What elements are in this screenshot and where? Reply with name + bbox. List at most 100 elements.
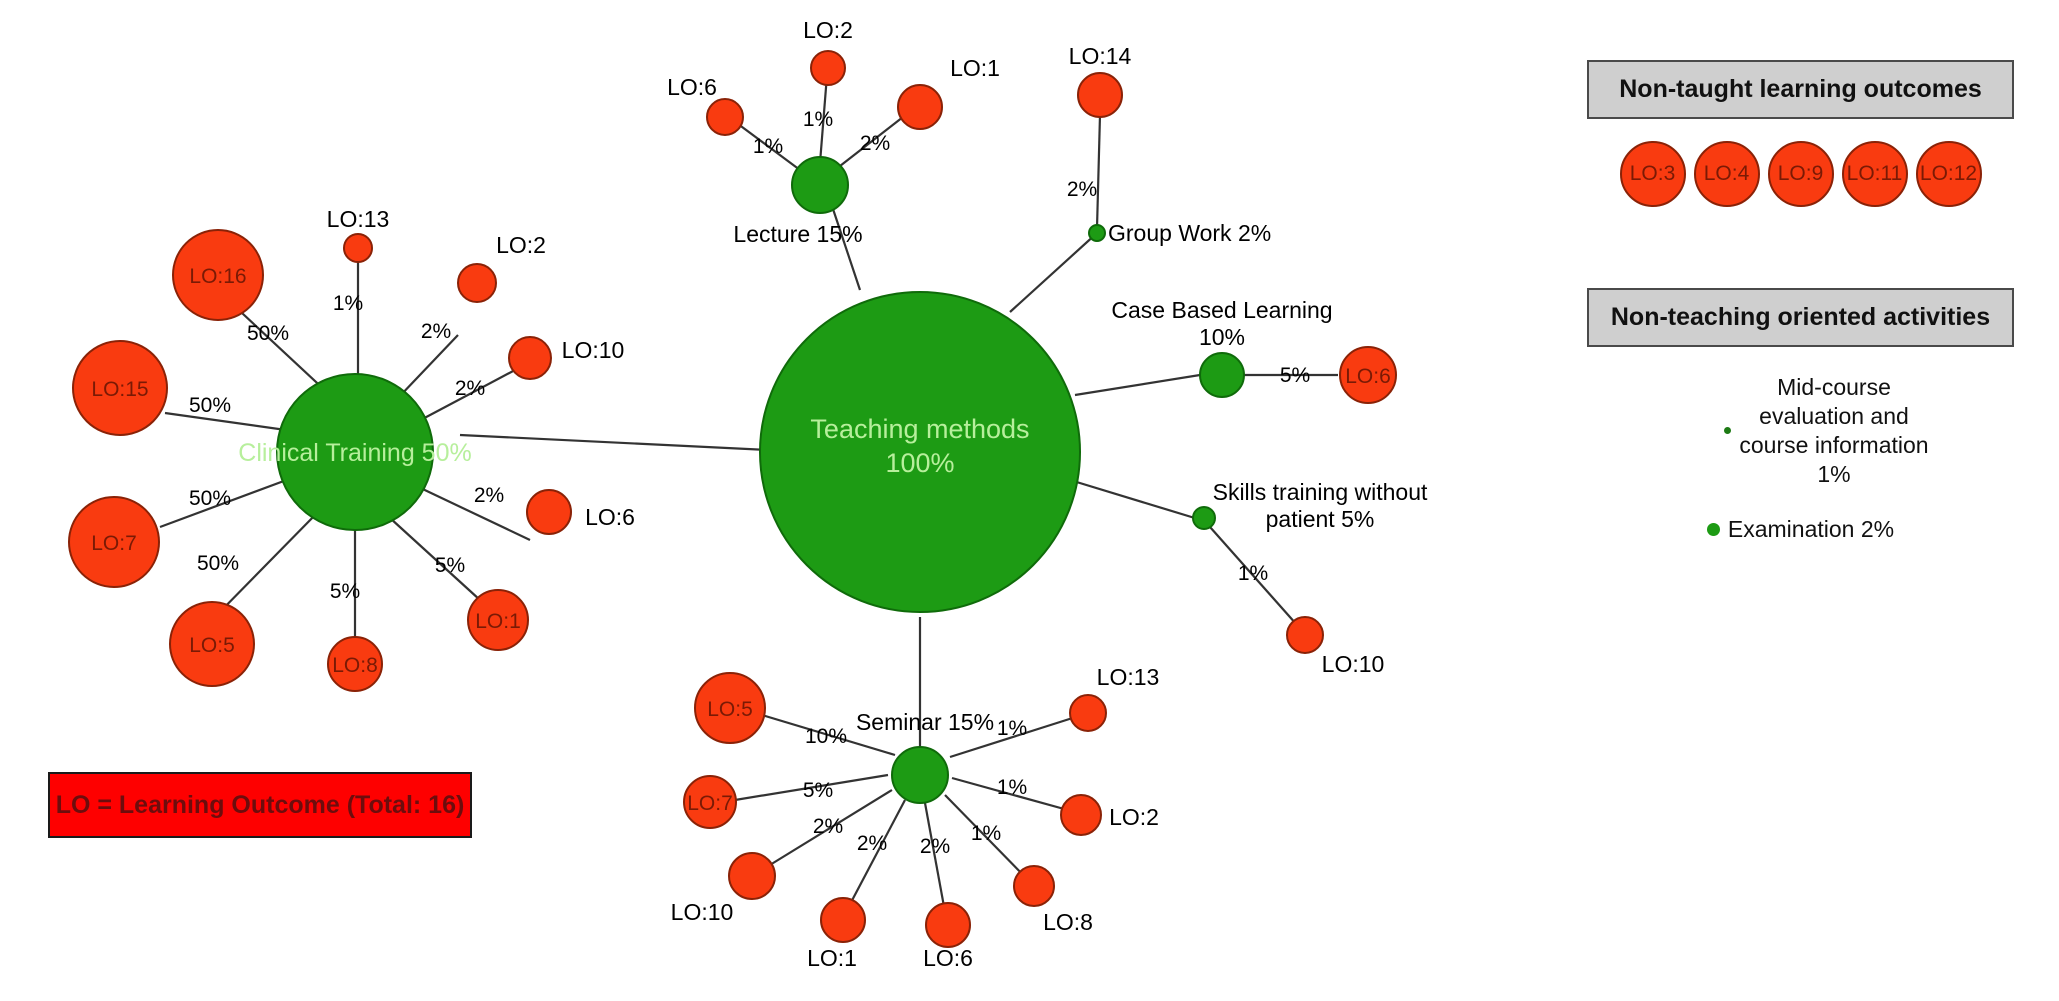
edge-seminar-lo8 <box>944 794 1029 881</box>
edge-clinical-lo5 <box>211 509 321 621</box>
clinical-lo2-label: LO:2 <box>496 232 546 258</box>
clinical-lo10-label: LO:10 <box>562 337 625 363</box>
edge-label-lecture-lo1: 2% <box>860 132 890 155</box>
edge-label-casebased-lo6: 5% <box>1280 364 1310 387</box>
edge-seminar-lo10 <box>764 789 893 869</box>
clinical-training-edges <box>159 260 531 645</box>
node-clinical-lo1[interactable]: LO:1 <box>467 589 529 651</box>
legend-chip-lo12[interactable]: LO:12 <box>1915 141 1982 207</box>
teaching-methods-value: 100% <box>885 448 954 478</box>
edge-lecture-lo2 <box>818 74 829 164</box>
node-lecture-lo1[interactable]: LO:1 <box>897 55 1000 130</box>
edge-label-lecture-lo6: 1% <box>753 135 783 158</box>
edge-label-seminar-lo5: 10% <box>805 725 847 748</box>
edge-seminar-lo13 <box>949 713 1083 759</box>
clinical-lo15-label: LO:15 <box>91 378 148 401</box>
lecture-label: Lecture 15% <box>733 221 862 247</box>
node-case-based-learning[interactable]: Case Based Learning 10% <box>1111 297 1333 398</box>
edge-label-clinical-lo8: 5% <box>330 580 360 603</box>
examination-dot-icon <box>1706 522 1720 536</box>
node-seminar-lo5[interactable]: LO:5 <box>694 672 766 744</box>
node-skills-training[interactable]: Skills training without patient 5% <box>1192 479 1428 532</box>
node-clinical-lo13[interactable]: LO:13 <box>327 206 390 263</box>
node-seminar-lo13[interactable]: LO:13 <box>1069 664 1160 732</box>
seminar-edge-labels: 10% 5% 2% 2% 2% 1% 1% 1% <box>803 717 1027 858</box>
activity-item-examination[interactable]: Examination 2% <box>1587 515 2014 544</box>
node-lecture-lo6[interactable]: LO:6 <box>667 74 744 136</box>
node-clinical-lo10[interactable]: LO:10 <box>508 336 625 380</box>
legend-chip-lo4[interactable]: LO:4 <box>1693 141 1760 207</box>
activity-item-mid-course[interactable]: Mid-course evaluation and course informa… <box>1587 373 2014 489</box>
seminar-lo8-label: LO:8 <box>1043 909 1093 935</box>
clinical-lo7-label: LO:7 <box>91 532 137 555</box>
edge-clinical-lo16 <box>227 299 331 396</box>
node-clinical-lo5[interactable]: LO:5 <box>169 601 255 687</box>
node-clinical-lo6[interactable]: LO:6 <box>526 489 635 535</box>
edge-label-groupwork-lo14: 2% <box>1067 178 1097 201</box>
legend-non-taught-panel: Non-taught learning outcomes LO:3 LO:4 L… <box>1587 60 2014 207</box>
edge-seminar-lo5 <box>761 713 896 757</box>
legend-chip-lo9[interactable]: LO:9 <box>1767 141 1834 207</box>
edge-label-clinical-lo10: 2% <box>455 377 485 400</box>
edge-label-clinical-lo16: 50% <box>247 322 289 345</box>
edge-seminar-lo6 <box>923 802 947 913</box>
node-seminar-lo6[interactable]: LO:6 <box>923 902 973 971</box>
node-group-work[interactable]: Group Work 2% <box>1088 220 1271 246</box>
skills-lo10-label: LO:10 <box>1322 651 1385 677</box>
edge-root-clinical <box>459 433 811 454</box>
edge-label-skills-lo10: 1% <box>1238 562 1268 585</box>
node-groupwork-lo14[interactable]: LO:14 <box>1069 43 1132 118</box>
node-teaching-methods[interactable]: Teaching methods 100% <box>759 291 1081 613</box>
seminar-edges <box>734 713 1083 913</box>
edge-label-clinical-lo6: 2% <box>474 484 504 507</box>
node-seminar[interactable]: Seminar 15% <box>856 709 994 804</box>
clinical-lo8-label: LO:8 <box>332 654 378 677</box>
clinical-lo13-label: LO:13 <box>327 206 390 232</box>
node-lecture-lo2[interactable]: LO:2 <box>803 17 853 86</box>
node-clinical-lo15[interactable]: LO:15 <box>72 340 168 436</box>
edge-label-seminar-lo8: 1% <box>971 822 1001 845</box>
seminar-lo13-label: LO:13 <box>1097 664 1160 690</box>
edge-clinical-lo7 <box>159 473 301 529</box>
node-seminar-lo8[interactable]: LO:8 <box>1013 865 1093 935</box>
lecture-lo2-label: LO:2 <box>803 17 853 43</box>
case-based-value: 10% <box>1199 324 1245 350</box>
clinical-lo1-label: LO:1 <box>475 610 521 633</box>
clinical-lo5-label: LO:5 <box>189 634 235 657</box>
legend-non-taught-chips: LO:3 LO:4 LO:9 LO:11 LO:12 <box>1587 141 2014 207</box>
edge-label-seminar-lo2: 1% <box>997 776 1027 799</box>
edge-label-clinical-lo1: 5% <box>435 554 465 577</box>
seminar-lo5-label: LO:5 <box>707 698 753 721</box>
node-clinical-lo2[interactable]: LO:2 <box>457 232 546 303</box>
node-seminar-lo7[interactable]: LO:7 <box>683 775 737 829</box>
edge-seminar-lo7 <box>734 773 889 802</box>
node-clinical-training[interactable]: Clinical Training 50% <box>238 373 472 531</box>
node-clinical-lo8[interactable]: LO:8 <box>327 636 383 692</box>
legend-activities-panel: Non-teaching oriented activities Mid-cou… <box>1587 288 2014 544</box>
case-based-label: Case Based Learning <box>1111 297 1332 323</box>
node-casebased-lo6[interactable]: LO:6 <box>1339 346 1397 404</box>
activity-examination-label: Examination 2% <box>1727 515 1895 542</box>
node-seminar-lo2[interactable]: LO:2 <box>1060 794 1159 836</box>
edge-groupwork-lo14 <box>1095 114 1102 229</box>
node-seminar-lo1[interactable]: LO:1 <box>807 897 866 971</box>
groupwork-lo14-label: LO:14 <box>1069 43 1132 69</box>
legend-chip-lo3[interactable]: LO:3 <box>1619 141 1686 207</box>
node-clinical-lo7[interactable]: LO:7 <box>68 496 160 588</box>
edge-label-lecture-lo2: 1% <box>803 108 833 131</box>
node-seminar-lo10[interactable]: LO:10 <box>671 852 776 925</box>
edge-label-clinical-lo13: 1% <box>333 292 363 315</box>
edge-clinical-lo1 <box>389 517 481 601</box>
node-lecture[interactable]: Lecture 15% <box>733 156 863 247</box>
legend-chip-lo11[interactable]: LO:11 <box>1841 141 1908 207</box>
skills-training-value: patient 5% <box>1266 506 1375 532</box>
edge-lecture-lo6 <box>729 117 801 171</box>
seminar-lo10-label: LO:10 <box>671 899 734 925</box>
learning-outcome-note: LO = Learning Outcome (Total: 16) <box>48 772 472 838</box>
node-clinical-lo16[interactable]: LO:16 <box>172 229 264 321</box>
node-skills-lo10[interactable]: LO:10 <box>1286 616 1385 677</box>
edge-label-seminar-lo10: 2% <box>813 815 843 838</box>
clinical-lo6-label: LO:6 <box>585 504 635 530</box>
seminar-lo2-label: LO:2 <box>1109 804 1159 830</box>
